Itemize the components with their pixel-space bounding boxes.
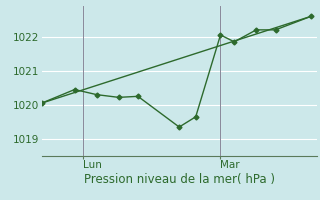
X-axis label: Pression niveau de la mer( hPa ): Pression niveau de la mer( hPa ) <box>84 173 275 186</box>
